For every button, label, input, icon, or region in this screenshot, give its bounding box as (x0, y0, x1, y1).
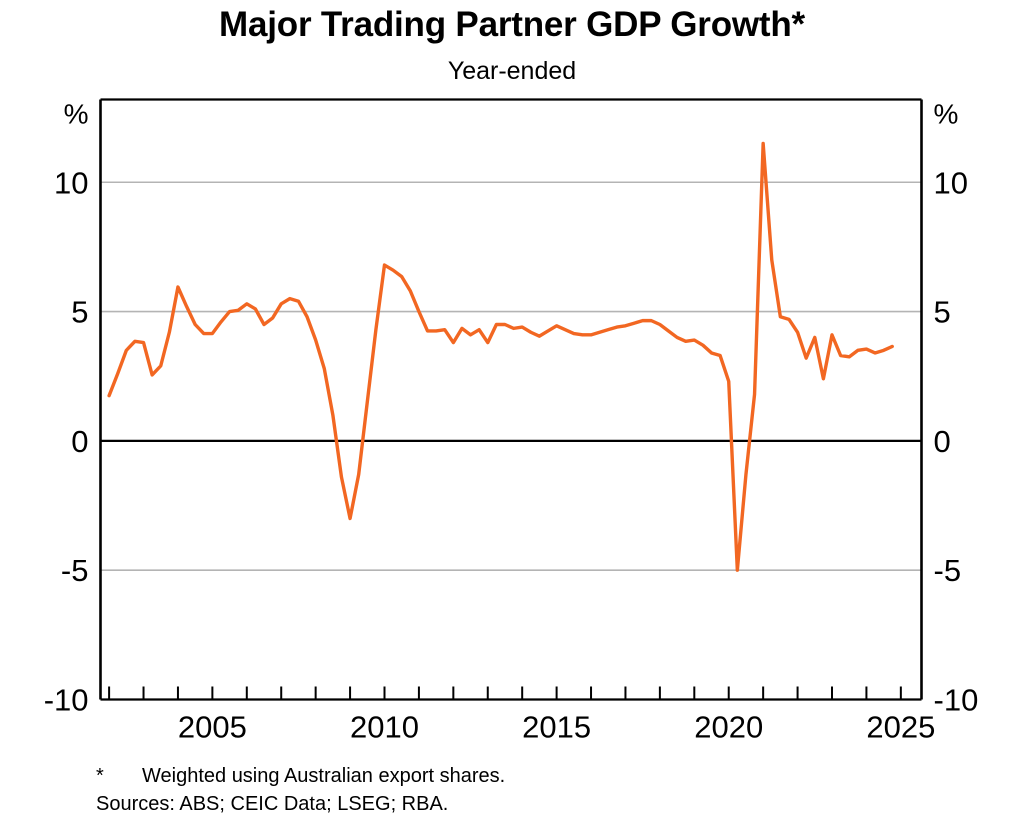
y-axis-unit-right: % (934, 99, 959, 130)
y-tick-label-left-5: 5 (71, 295, 88, 330)
footnote-marker: * (96, 765, 104, 787)
x-tick-label-2010: 2010 (350, 710, 419, 745)
x-tick-label-2025: 2025 (866, 710, 935, 745)
series-line-0 (107, 141, 894, 572)
x-tick-label-2005: 2005 (178, 710, 247, 745)
page-title: Major Trading Partner GDP Growth* (219, 5, 805, 44)
y-tick-label-right--5: -5 (934, 553, 962, 588)
y-tick-label-left-0: 0 (71, 424, 88, 459)
y-tick-label-right-5: 5 (934, 295, 951, 330)
y-tick-label-left--10: -10 (44, 683, 89, 718)
chart-plot: 10 10 5 5 0 0 -5 -5 -10 -10% % 2005 2010 2015 2020 2025 (44, 98, 979, 745)
footnotes: * Weighted using Australian export shares… (96, 762, 956, 818)
y-tick-label-right-10: 10 (934, 165, 968, 200)
y-axis-unit-left: % (64, 99, 89, 130)
y-tick-label-left-10: 10 (54, 165, 88, 200)
x-tick-label-2015: 2015 (522, 710, 591, 745)
footnote-note: * Weighted using Australian export shares… (96, 762, 956, 790)
y-tick-label-right--10: -10 (934, 683, 979, 718)
footnote-note-text: Weighted using Australian export shares. (142, 765, 506, 787)
footnote-sources: Sources: ABS; CEIC Data; LSEG; RBA. (96, 793, 449, 815)
x-tick-label-2020: 2020 (694, 710, 763, 745)
chart-subtitle: Year-ended (447, 57, 577, 85)
y-tick-label-left--5: -5 (61, 553, 89, 588)
y-tick-label-right-0: 0 (934, 424, 951, 459)
